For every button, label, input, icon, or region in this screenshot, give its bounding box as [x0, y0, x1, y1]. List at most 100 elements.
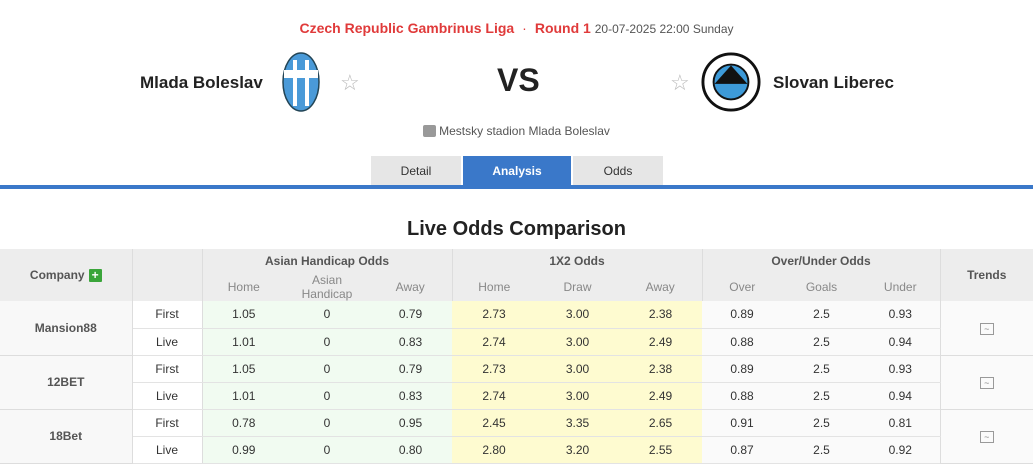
odds-cell[interactable]: 2.80	[452, 436, 536, 464]
odds-cell[interactable]: 2.5	[782, 355, 861, 383]
odds-type: First	[132, 301, 203, 329]
tab-analysis[interactable]: Analysis	[463, 156, 571, 186]
odds-cell[interactable]: 0.92	[861, 436, 940, 464]
add-company-icon[interactable]: +	[88, 269, 102, 282]
subheader-draw: Draw	[536, 273, 619, 301]
odds-cell[interactable]: 3.00	[536, 301, 619, 329]
odds-cell[interactable]: 3.35	[536, 409, 619, 437]
stadium-icon	[423, 125, 437, 137]
odds-cell[interactable]: 3.20	[536, 436, 619, 464]
odds-cell[interactable]: 3.00	[536, 328, 619, 356]
tab-detail[interactable]: Detail	[371, 156, 461, 186]
odds-cell[interactable]: 3.00	[536, 355, 619, 383]
company-name[interactable]: Mansion88	[0, 301, 133, 356]
odds-cell[interactable]: 2.65	[619, 409, 702, 437]
odds-cell[interactable]: 2.55	[619, 436, 702, 464]
round-label: Round 1	[534, 20, 591, 36]
odds-cell[interactable]: 0.79	[369, 355, 452, 383]
odds-cell[interactable]: 1.05	[202, 301, 285, 329]
odds-cell[interactable]: 2.5	[782, 436, 861, 464]
odds-type: First	[132, 409, 203, 437]
home-team-name[interactable]: Mlada Boleslav	[140, 73, 263, 92]
odds-cell[interactable]: 0.89	[702, 355, 782, 383]
odds-cell[interactable]: 0.94	[861, 328, 940, 356]
trends-header: Trends	[939, 249, 1033, 301]
company-name[interactable]: 18Bet	[0, 409, 133, 464]
odds-cell[interactable]: 3.00	[536, 382, 619, 410]
odds-cell[interactable]: 0	[285, 328, 369, 356]
odds-cell[interactable]: 2.49	[619, 382, 702, 410]
odds-cell[interactable]: 2.73	[452, 355, 536, 383]
odds-cell[interactable]: 2.5	[782, 382, 861, 410]
odds-cell[interactable]: 2.5	[782, 409, 861, 437]
venue-name: Mestsky stadion Mlada Boleslav	[439, 124, 610, 138]
odds-cell[interactable]: 2.49	[619, 328, 702, 356]
table-row: Live 1.01 0 0.83 2.74 3.00 2.49 0.88 2.5 0.94	[0, 328, 1033, 356]
ou-header: Over/Under Odds	[701, 249, 940, 273]
odds-cell[interactable]: 0.79	[369, 301, 452, 329]
table-row: 18Bet First 0.78 0 0.95 2.45 3.35 2.65 0.91 2.5 0.…	[0, 409, 1033, 464]
odds-cell[interactable]: 0.80	[369, 436, 452, 464]
away-team-name[interactable]: Slovan Liberec	[773, 73, 894, 92]
favorite-home-star-icon[interactable]: ☆	[340, 70, 360, 95]
odds-cell[interactable]: 0	[285, 436, 369, 464]
trend-chart-icon[interactable]: ~	[979, 431, 994, 443]
trend-chart-icon[interactable]: ~	[979, 377, 994, 389]
odds-cell[interactable]: 2.38	[619, 355, 702, 383]
odds-cell[interactable]: 2.73	[452, 301, 536, 329]
company-header: Company +	[0, 249, 132, 301]
odds-cell[interactable]: 0.93	[861, 301, 940, 329]
table-row: Mansion88 First 1.05 0 0.79 2.73 3.00 2.38 0.89 2…	[0, 301, 1033, 356]
favorite-away-star-icon[interactable]: ☆	[670, 70, 690, 95]
odds-cell[interactable]: 0.87	[702, 436, 782, 464]
odds-cell[interactable]: 2.5	[782, 328, 861, 356]
odds-cell[interactable]: 0.88	[702, 328, 782, 356]
trends-cell[interactable]: ~	[939, 301, 1033, 356]
odds-cell[interactable]: 2.45	[452, 409, 536, 437]
odds-cell[interactable]: 0.78	[202, 409, 285, 437]
odds-cell[interactable]: 0.95	[369, 409, 452, 437]
odds-cell[interactable]: 0.83	[369, 382, 452, 410]
subheader-away: Away	[619, 273, 702, 301]
odds-cell[interactable]: 0	[285, 409, 369, 437]
x12-header: 1X2 Odds	[451, 249, 702, 273]
odds-cell[interactable]: 0	[285, 382, 369, 410]
odds-cell[interactable]: 0.88	[702, 382, 782, 410]
odds-cell[interactable]: 0.99	[202, 436, 285, 464]
odds-cell[interactable]: 0.94	[861, 382, 940, 410]
home-team-logo	[282, 52, 320, 112]
vs-label: VS	[497, 62, 540, 98]
trend-chart-icon[interactable]: ~	[979, 322, 994, 335]
match-datetime: 20-07-2025 22:00 Sunday	[594, 22, 734, 36]
odds-cell[interactable]: 1.01	[202, 328, 285, 356]
odds-cell[interactable]: 0	[285, 301, 369, 329]
odds-cell[interactable]: 1.05	[202, 355, 285, 383]
odds-cell[interactable]: 2.38	[619, 301, 702, 329]
odds-cell[interactable]: 2.74	[452, 382, 536, 410]
tab-underline	[0, 185, 1033, 189]
trends-cell[interactable]: ~	[939, 355, 1033, 410]
odds-type: First	[132, 355, 203, 383]
type-header	[131, 249, 203, 301]
league-name[interactable]: Czech Republic Gambrinus Liga	[299, 20, 515, 36]
subheader-under: Under	[861, 273, 940, 301]
odds-cell[interactable]: 0.93	[861, 355, 940, 383]
subheader-home: Home	[451, 273, 536, 301]
away-team-logo	[701, 52, 761, 112]
separator-dot: ·	[522, 20, 527, 36]
subheader-asian-handicap: Asian Handicap	[285, 273, 369, 301]
odds-cell[interactable]: 0	[285, 355, 369, 383]
tab-odds[interactable]: Odds	[573, 156, 663, 186]
odds-cell[interactable]: 2.5	[782, 301, 861, 329]
trends-cell[interactable]: ~	[939, 409, 1033, 464]
odds-cell[interactable]: 2.74	[452, 328, 536, 356]
odds-cell[interactable]: 0.83	[369, 328, 452, 356]
odds-cell[interactable]: 1.01	[202, 382, 285, 410]
table-row: Live 0.99 0 0.80 2.80 3.20 2.55 0.87 2.5 0.92	[0, 436, 1033, 464]
match-header: Czech Republic Gambrinus Liga · Round 1 20…	[0, 20, 1033, 36]
table-row: Live 1.01 0 0.83 2.74 3.00 2.49 0.88 2.5 0.94	[0, 382, 1033, 410]
odds-cell[interactable]: 0.89	[702, 301, 782, 329]
company-name[interactable]: 12BET	[0, 355, 133, 410]
odds-cell[interactable]: 0.81	[861, 409, 940, 437]
odds-cell[interactable]: 0.91	[702, 409, 782, 437]
